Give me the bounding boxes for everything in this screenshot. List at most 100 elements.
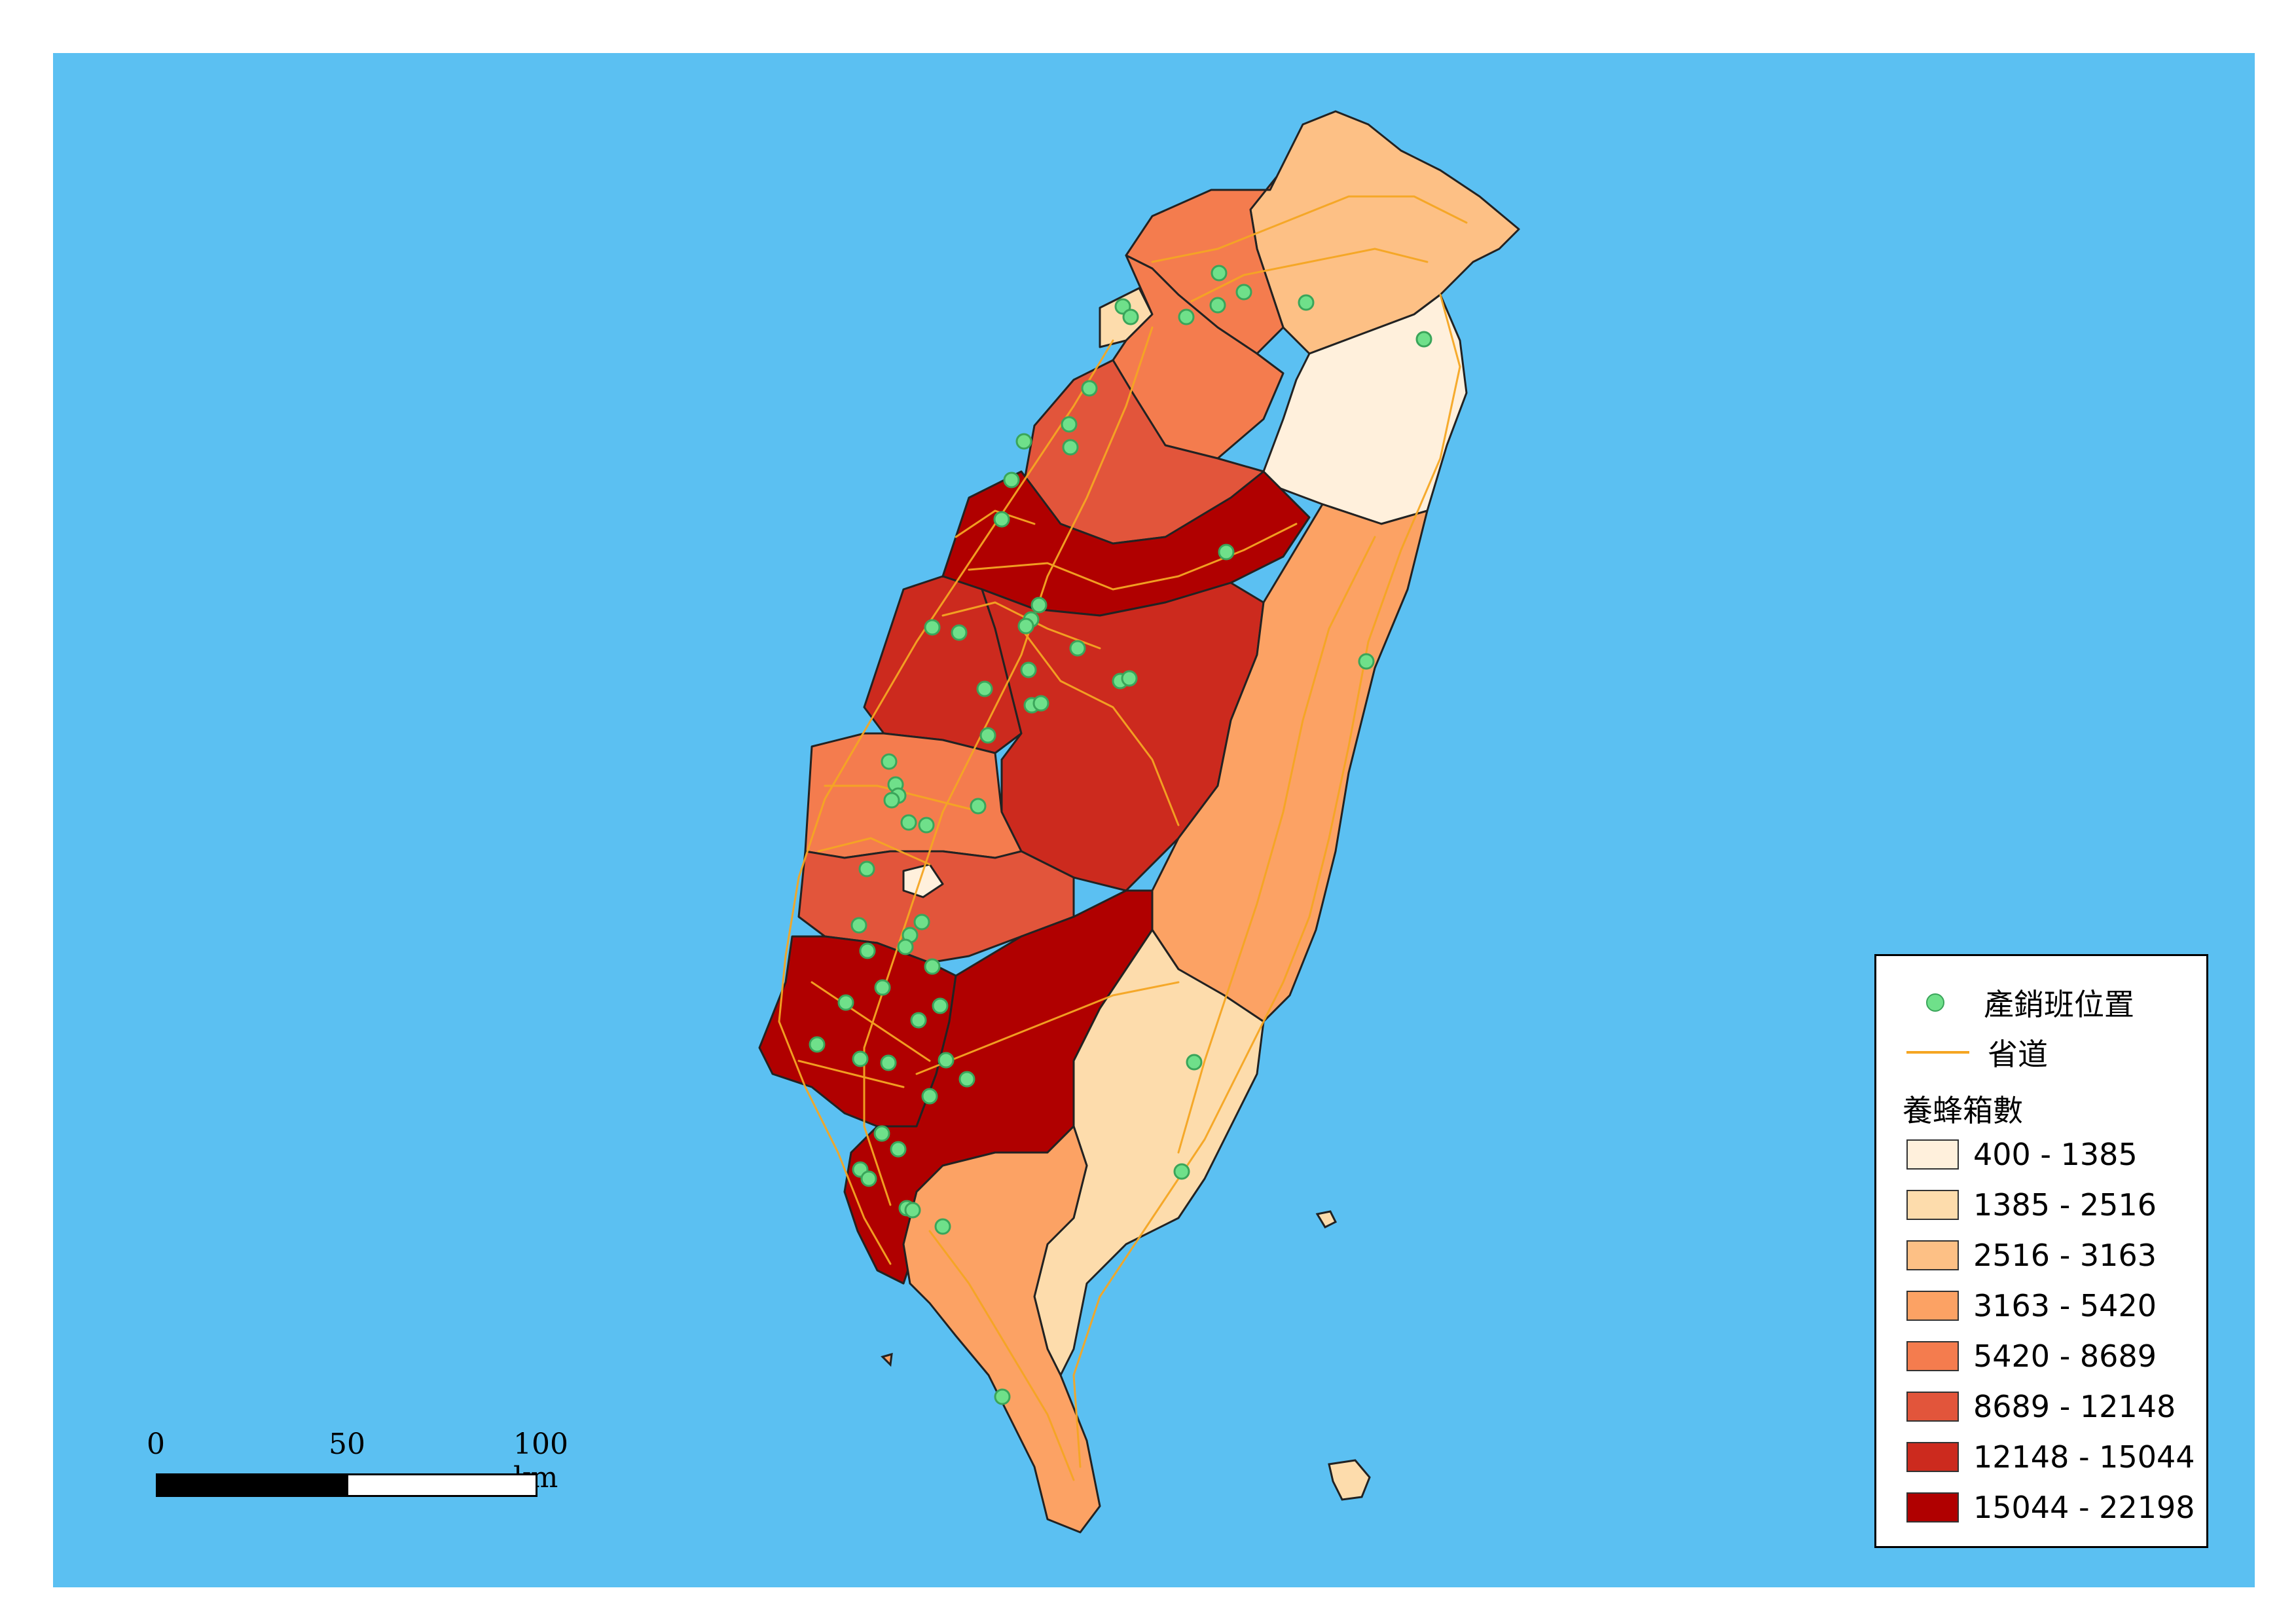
team-point — [932, 997, 949, 1014]
scale-label-0: 0 — [147, 1428, 165, 1461]
legend-class-row: 2516 - 3163 — [1876, 1232, 2206, 1278]
legend-class-row: 8689 - 12148 — [1876, 1384, 2206, 1430]
legend-class-label: 15044 - 22198 — [1973, 1490, 2195, 1525]
legend-swatch — [1906, 1442, 1959, 1472]
legend-swatch — [1906, 1492, 1959, 1522]
region-hsinchu-county — [1112, 254, 1285, 460]
team-point — [860, 1170, 877, 1187]
team-point — [1358, 653, 1375, 670]
scale-label-50: 50 — [329, 1428, 365, 1461]
islands — [881, 1210, 1371, 1501]
legend-class-label: 2516 - 3163 — [1973, 1238, 2157, 1273]
team-point — [934, 1218, 951, 1235]
team-point — [958, 1071, 975, 1088]
road-line-icon — [1906, 1051, 1969, 1054]
team-point — [904, 1202, 921, 1219]
road-taichung-net — [941, 509, 1101, 650]
team-point — [809, 1036, 826, 1053]
road-nantou — [1020, 627, 1180, 826]
team-point — [858, 860, 875, 877]
legend-line-row: 省道 — [1876, 1029, 2206, 1075]
legend-swatch — [1906, 1291, 1959, 1321]
legend-class-row: 15044 - 22198 — [1876, 1485, 2206, 1530]
team-point — [1015, 433, 1032, 450]
team-point — [993, 511, 1010, 528]
region-north-tip — [1249, 110, 1520, 355]
legend-swatch — [1906, 1341, 1959, 1371]
team-point — [1211, 265, 1228, 282]
road-tainan-net — [797, 981, 931, 1088]
legend-class-label: 400 - 1385 — [1973, 1137, 2138, 1172]
legend-class-label: 1385 - 2516 — [1973, 1187, 2157, 1223]
region-pingtung — [902, 1125, 1101, 1534]
team-point — [1003, 471, 1020, 489]
point-symbol-icon — [1926, 993, 1944, 1012]
legend-class-row: 400 - 1385 — [1876, 1132, 2206, 1177]
map-frame — [53, 53, 2255, 1587]
road-east-rift — [1177, 536, 1376, 1154]
team-point — [924, 958, 941, 975]
legend-point-label: 產銷班位置 — [1984, 987, 2134, 1022]
legend-class-label: 12148 - 15044 — [1973, 1439, 2195, 1475]
map-legend: 產銷班位置 省道 養蜂箱數 400 - 1385 1385 - 2516 2516 … — [1874, 954, 2208, 1548]
team-point — [1020, 661, 1037, 678]
road-pingtung — [928, 1230, 1075, 1481]
team-point — [1209, 297, 1226, 314]
legend-point-row: 產銷班位置 — [1876, 980, 2206, 1025]
team-point — [1173, 1163, 1190, 1180]
team-point — [976, 680, 993, 697]
road-north — [1151, 195, 1468, 263]
team-point — [1186, 1054, 1203, 1071]
team-point — [910, 1012, 927, 1029]
team-point — [913, 913, 930, 931]
team-point — [897, 938, 914, 955]
team-point — [837, 994, 854, 1011]
road-east-coast — [1072, 293, 1461, 1468]
legend-class-label: 3163 - 5420 — [1973, 1288, 2157, 1323]
legend-class-label: 5420 - 8689 — [1973, 1338, 2157, 1374]
taiwan-map — [758, 110, 1520, 1534]
team-point — [890, 1141, 907, 1158]
team-point — [994, 1388, 1011, 1405]
team-point — [859, 942, 876, 959]
team-point — [1178, 308, 1195, 325]
county-regions — [758, 110, 1520, 1534]
scale-bar: 0 50 100 km — [147, 1428, 568, 1506]
road-south-cross — [915, 981, 1180, 1075]
legend-swatch — [1906, 1392, 1959, 1422]
legend-swatch — [1906, 1190, 1959, 1220]
legend-class-label: 8689 - 12148 — [1973, 1389, 2176, 1424]
legend-class-row: 12148 - 15044 — [1876, 1434, 2206, 1480]
team-point — [924, 619, 941, 636]
team-point — [1298, 294, 1315, 311]
legend-class-row: 3163 - 5420 — [1876, 1283, 2206, 1329]
team-point — [900, 814, 917, 831]
provincial-roads — [778, 195, 1468, 1481]
team-point — [979, 727, 996, 744]
road-cross-central — [968, 523, 1298, 591]
team-point — [852, 1050, 869, 1067]
team-point — [1062, 439, 1079, 456]
team-point — [883, 792, 900, 809]
team-point — [1235, 284, 1252, 301]
legend-swatch — [1906, 1240, 1959, 1270]
team-point — [918, 817, 935, 834]
team-point — [1218, 544, 1235, 561]
team-point — [970, 798, 987, 815]
island-small — [881, 1352, 893, 1367]
team-point — [921, 1088, 938, 1105]
legend-line-label: 省道 — [1988, 1037, 2048, 1072]
island-green — [1315, 1210, 1338, 1228]
team-point — [1069, 640, 1086, 657]
team-point — [1121, 670, 1138, 687]
team-point — [1017, 618, 1034, 635]
island-orchid — [1328, 1459, 1371, 1501]
team-point — [1030, 597, 1048, 614]
team-point — [1032, 695, 1049, 712]
team-point — [880, 1054, 897, 1071]
scale-segment-dark — [156, 1473, 348, 1497]
team-point — [1415, 331, 1432, 348]
legend-class-row: 1385 - 2516 — [1876, 1182, 2206, 1228]
team-point — [951, 624, 968, 641]
legend-swatch — [1906, 1139, 1959, 1170]
